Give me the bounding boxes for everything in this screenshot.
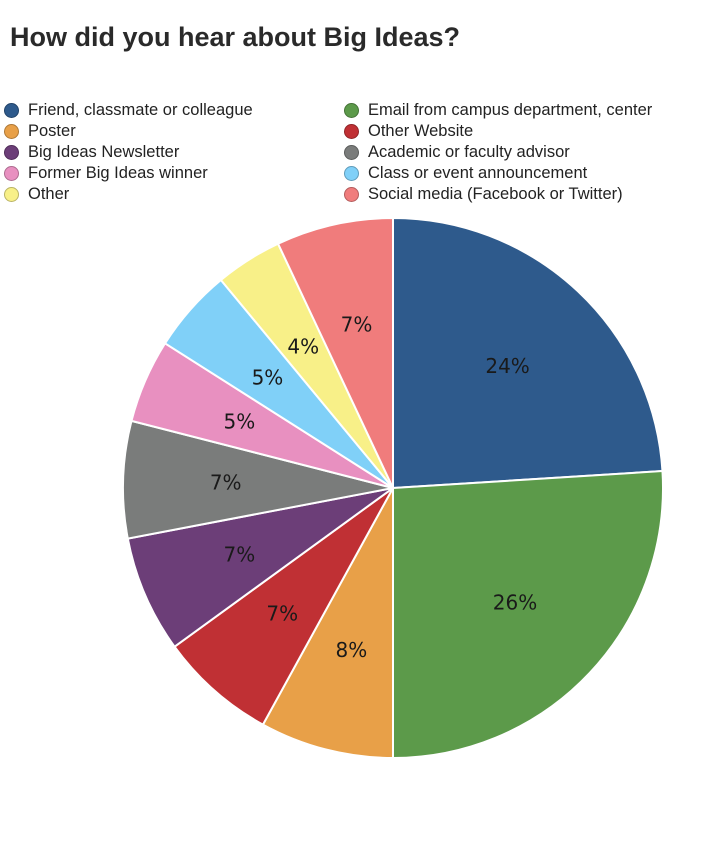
legend-swatch-poster [4,124,19,139]
legend-swatch-advisor [344,145,359,160]
legend-item-newsletter: Big Ideas Newsletter [4,142,179,163]
slice-label-other-website: 7% [266,602,298,626]
legend-label-other: Other [28,185,70,203]
legend-label-social-media: Social media (Facebook or Twitter) [368,185,623,203]
legend-item-former-winner: Former Big Ideas winner [4,163,208,184]
slice-label-other: 4% [287,335,319,359]
slice-label-friend: 24% [485,354,529,378]
legend-label-newsletter: Big Ideas Newsletter [28,143,180,161]
slice-label-social-media: 7% [341,313,373,337]
pie-slice-social-media [276,216,394,489]
legend-label-advisor: Academic or faculty advisor [368,143,570,161]
legend-label-class-event: Class or event announcement [368,164,588,182]
legend-label-other-website: Other Website [368,122,474,140]
chart-title: How did you hear about Big Ideas? [10,22,461,52]
legend-item-other: Other [4,184,69,205]
legend-swatch-social-media [344,187,359,202]
pie-slice-email [392,469,664,760]
legend-label-former-winner: Former Big Ideas winner [28,164,208,182]
pie-slice-poster [261,487,394,760]
slice-label-newsletter: 7% [224,542,256,566]
legend-swatch-friend [4,103,19,118]
legend-item-other-website: Other Website [344,121,473,142]
legend-item-advisor: Academic or faculty advisor [344,142,570,163]
legend-swatch-email [344,103,359,118]
pie-slice-other-website [173,487,394,726]
legend-item-social-media: Social media (Facebook or Twitter) [344,184,623,205]
slice-label-class-event: 5% [252,365,284,389]
slice-label-former-winner: 5% [224,410,256,434]
pie-slice-friend [392,216,664,490]
slice-label-email: 26% [493,591,537,615]
legend-label-friend: Friend, classmate or colleague [28,101,253,119]
legend-swatch-former-winner [4,166,19,181]
legend-item-class-event: Class or event announcement [344,163,587,184]
pie-slice-advisor [122,419,394,540]
legend-swatch-other-website [344,124,359,139]
legend-swatch-other [4,187,19,202]
legend-item-poster: Poster [4,121,76,142]
legend-swatch-class-event [344,166,359,181]
legend-item-friend: Friend, classmate or colleague [4,100,253,121]
legend-item-email: Email from campus department, center [344,100,652,121]
legend-swatch-newsletter [4,145,19,160]
legend: Friend, classmate or colleague Poster Bi… [4,100,704,210]
legend-label-email: Email from campus department, center [368,101,653,119]
slice-label-poster: 8% [336,638,368,662]
slice-label-advisor: 7% [210,471,242,495]
pie-slice-newsletter [126,487,394,649]
legend-label-poster: Poster [28,122,76,140]
